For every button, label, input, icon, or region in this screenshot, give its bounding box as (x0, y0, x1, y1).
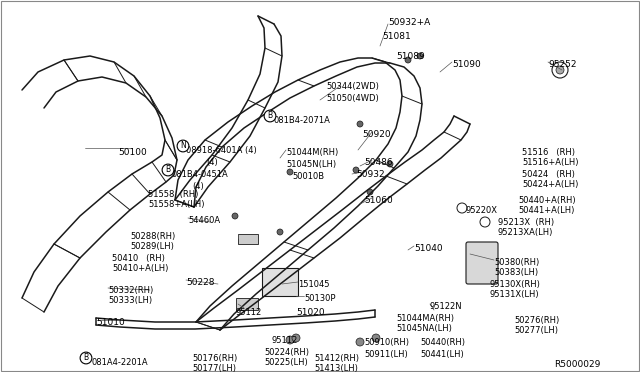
Text: 51060: 51060 (364, 196, 393, 205)
Circle shape (357, 121, 363, 127)
Text: 51040: 51040 (414, 244, 443, 253)
Text: 51412(RH): 51412(RH) (314, 354, 359, 363)
Text: 50100: 50100 (118, 148, 147, 157)
Text: B: B (165, 166, 171, 174)
Text: 50424+A(LH): 50424+A(LH) (522, 180, 579, 189)
Text: 95213X  (RH): 95213X (RH) (498, 218, 554, 227)
Circle shape (372, 334, 380, 342)
Text: 50440(RH): 50440(RH) (420, 338, 465, 347)
Text: 50410+A(LH): 50410+A(LH) (112, 264, 168, 273)
Text: (4): (4) (206, 158, 218, 167)
Text: 95213XA(LH): 95213XA(LH) (498, 228, 554, 237)
Circle shape (480, 217, 490, 227)
Circle shape (417, 53, 423, 59)
Text: 50932+A: 50932+A (388, 18, 430, 27)
Text: 50333(LH): 50333(LH) (108, 296, 152, 305)
Circle shape (292, 334, 300, 342)
Text: 51089: 51089 (396, 52, 425, 61)
Text: 081A4-2201A: 081A4-2201A (92, 358, 148, 367)
Text: 50910(RH): 50910(RH) (364, 338, 409, 347)
Text: 50441(LH): 50441(LH) (420, 350, 464, 359)
Text: 081B4-0451A: 081B4-0451A (172, 170, 228, 179)
Text: 54460A: 54460A (188, 216, 220, 225)
Text: 50332(RH): 50332(RH) (108, 286, 153, 295)
Text: 51045N(LH): 51045N(LH) (286, 160, 336, 169)
Text: B: B (268, 112, 273, 121)
Text: 51413(LH): 51413(LH) (314, 364, 358, 372)
Circle shape (277, 229, 283, 235)
Text: 51516   (RH): 51516 (RH) (522, 148, 575, 157)
Text: 51558+A(LH): 51558+A(LH) (148, 200, 205, 209)
Text: 50288(RH): 50288(RH) (130, 232, 175, 241)
Text: 51045NA(LH): 51045NA(LH) (396, 324, 452, 333)
Circle shape (387, 161, 393, 167)
Text: 95130X(RH): 95130X(RH) (490, 280, 541, 289)
Text: 51090: 51090 (452, 60, 481, 69)
Text: 51516+A(LH): 51516+A(LH) (522, 158, 579, 167)
Text: 51010: 51010 (96, 318, 125, 327)
Text: 50486: 50486 (364, 158, 392, 167)
Text: 50224(RH): 50224(RH) (264, 348, 309, 357)
Text: 95122N: 95122N (430, 302, 463, 311)
Text: 95112: 95112 (236, 308, 262, 317)
Text: 50130P: 50130P (304, 294, 335, 303)
Circle shape (367, 189, 373, 195)
Text: 95112: 95112 (272, 336, 298, 345)
Text: 51044M(RH): 51044M(RH) (286, 148, 339, 157)
Text: 50176(RH): 50176(RH) (192, 354, 237, 363)
Text: 50932: 50932 (356, 170, 385, 179)
Text: 50441+A(LH): 50441+A(LH) (518, 206, 574, 215)
Text: 151045: 151045 (298, 280, 330, 289)
Bar (236, 298, 258, 310)
Text: 95252: 95252 (548, 60, 577, 69)
Text: 95220X: 95220X (466, 206, 498, 215)
Text: 50010B: 50010B (292, 172, 324, 181)
Text: 50410   (RH): 50410 (RH) (112, 254, 165, 263)
Text: 50225(LH): 50225(LH) (264, 358, 308, 367)
Text: 50289(LH): 50289(LH) (130, 242, 174, 251)
Circle shape (287, 169, 293, 175)
Text: 50276(RH): 50276(RH) (514, 316, 559, 325)
FancyBboxPatch shape (466, 242, 498, 284)
Circle shape (232, 213, 238, 219)
Text: 51020: 51020 (296, 308, 324, 317)
Text: 081B4-2071A: 081B4-2071A (274, 116, 331, 125)
Text: 50380(RH): 50380(RH) (494, 258, 540, 267)
Text: 95131X(LH): 95131X(LH) (490, 290, 540, 299)
Text: 51081: 51081 (382, 32, 411, 41)
Circle shape (405, 57, 411, 63)
Text: B: B (83, 353, 88, 362)
Circle shape (353, 167, 359, 173)
Circle shape (356, 338, 364, 346)
Circle shape (457, 203, 467, 213)
Text: 50383(LH): 50383(LH) (494, 268, 538, 277)
Text: 51044MA(RH): 51044MA(RH) (396, 314, 454, 323)
Text: 50424   (RH): 50424 (RH) (522, 170, 575, 179)
Bar (238, 234, 258, 244)
Text: 51050(4WD): 51050(4WD) (326, 94, 379, 103)
Text: 50920: 50920 (362, 130, 390, 139)
Text: 50344(2WD): 50344(2WD) (326, 82, 379, 91)
Text: R5000029: R5000029 (554, 360, 600, 369)
Text: 51558  (RH): 51558 (RH) (148, 190, 198, 199)
Text: 50277(LH): 50277(LH) (514, 326, 558, 335)
Circle shape (286, 336, 294, 344)
Circle shape (556, 66, 564, 74)
Text: 50177(LH): 50177(LH) (192, 364, 236, 372)
Bar (262, 268, 298, 296)
Text: 50228: 50228 (186, 278, 214, 287)
Text: N: N (180, 141, 186, 151)
Text: 50911(LH): 50911(LH) (364, 350, 408, 359)
Circle shape (552, 62, 568, 78)
Text: (4): (4) (192, 182, 204, 191)
Text: 50440+A(RH): 50440+A(RH) (518, 196, 575, 205)
Text: 08918-6401A (4): 08918-6401A (4) (186, 146, 257, 155)
